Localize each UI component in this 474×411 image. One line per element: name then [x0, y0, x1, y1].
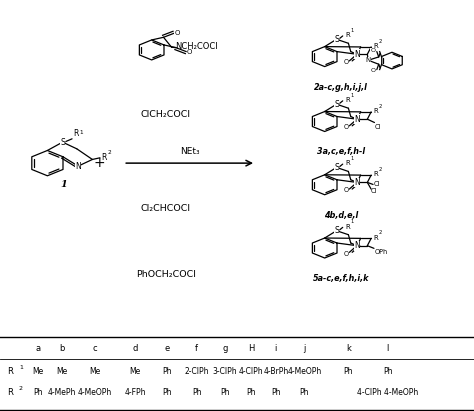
Text: PhOCH₂COCl: PhOCH₂COCl: [136, 270, 196, 279]
Text: R: R: [101, 153, 106, 162]
Text: R: R: [373, 108, 378, 114]
Text: S: S: [334, 35, 339, 44]
Text: 2: 2: [378, 39, 382, 44]
Text: Ph: Ph: [162, 388, 172, 397]
Text: S: S: [334, 226, 339, 235]
Text: Ph: Ph: [300, 388, 309, 397]
Text: Cl₂CHCOCl: Cl₂CHCOCl: [141, 203, 191, 212]
Text: l: l: [386, 344, 389, 353]
Text: 1: 1: [19, 365, 23, 370]
Text: S: S: [334, 100, 339, 109]
Text: 1: 1: [79, 131, 83, 136]
Text: g: g: [222, 344, 228, 353]
Text: 2-ClPh: 2-ClPh: [184, 367, 209, 376]
Text: Ph: Ph: [220, 388, 230, 397]
Text: d: d: [132, 344, 138, 353]
Text: Ph: Ph: [383, 367, 392, 376]
Text: R: R: [8, 367, 13, 376]
Text: a: a: [36, 344, 40, 353]
Text: Cl: Cl: [374, 181, 380, 187]
Text: Ph: Ph: [162, 367, 172, 376]
Text: S: S: [334, 163, 339, 172]
Text: Me: Me: [129, 367, 141, 376]
Text: 2: 2: [378, 104, 382, 109]
Text: N: N: [354, 241, 360, 250]
Text: Cl: Cl: [375, 124, 381, 130]
Text: 2: 2: [107, 150, 111, 155]
Text: NCH₂COCl: NCH₂COCl: [175, 42, 218, 51]
Text: 4-FPh: 4-FPh: [124, 388, 146, 397]
Text: 4-MePh: 4-MePh: [47, 388, 76, 397]
Text: R: R: [345, 97, 350, 103]
Text: 4-ClPh: 4-ClPh: [239, 367, 264, 376]
Text: 1: 1: [350, 156, 354, 161]
Text: R: R: [373, 171, 378, 178]
Text: R: R: [373, 235, 378, 241]
Text: R: R: [345, 160, 350, 166]
Text: c: c: [92, 344, 97, 353]
Text: N: N: [354, 50, 360, 59]
Text: Ph: Ph: [271, 388, 281, 397]
Text: 1: 1: [350, 93, 354, 98]
Text: S: S: [60, 138, 65, 147]
Text: 3-ClPh: 3-ClPh: [213, 367, 237, 376]
Text: +: +: [94, 156, 105, 170]
Text: O: O: [344, 124, 349, 130]
Text: 2: 2: [378, 231, 382, 236]
Text: Ph: Ph: [192, 388, 201, 397]
Text: O: O: [371, 48, 375, 53]
Text: 1: 1: [61, 180, 67, 189]
Text: O: O: [371, 68, 375, 73]
Text: ClCH₂COCl: ClCH₂COCl: [141, 111, 191, 119]
Text: 1: 1: [350, 219, 354, 224]
Text: H: H: [248, 344, 255, 353]
Text: R: R: [345, 224, 350, 230]
Text: 3a,c,e,f,h-l: 3a,c,e,f,h-l: [317, 148, 365, 157]
Text: N: N: [354, 178, 360, 187]
Text: j: j: [303, 344, 306, 353]
Text: k: k: [346, 344, 351, 353]
Text: Me: Me: [32, 367, 44, 376]
Text: 4-MeOPh: 4-MeOPh: [287, 367, 321, 376]
Text: N: N: [354, 115, 360, 124]
Text: 2: 2: [378, 167, 382, 172]
Text: 4-ClPh 4-MeOPh: 4-ClPh 4-MeOPh: [357, 388, 419, 397]
Text: 1: 1: [350, 28, 354, 33]
Text: O: O: [187, 48, 192, 55]
Text: O: O: [344, 251, 349, 257]
Text: O: O: [174, 30, 180, 36]
Text: 2a-c,g,h,i,j,l: 2a-c,g,h,i,j,l: [314, 83, 368, 92]
Text: Ph: Ph: [344, 367, 353, 376]
Text: R: R: [345, 32, 350, 38]
Text: OPh: OPh: [375, 249, 388, 255]
Text: NEt₃: NEt₃: [180, 147, 200, 156]
Text: Cl: Cl: [370, 188, 376, 194]
Text: N: N: [75, 162, 81, 171]
Text: Ph: Ph: [33, 388, 43, 397]
Text: b: b: [59, 344, 64, 353]
Text: Ph: Ph: [246, 388, 256, 397]
Text: O: O: [344, 59, 349, 65]
Text: 4-BrPh: 4-BrPh: [263, 367, 289, 376]
Text: 2: 2: [19, 386, 23, 391]
Text: N: N: [365, 57, 371, 63]
Text: Me: Me: [56, 367, 67, 376]
Text: 5a-c,e,f,h,i,k: 5a-c,e,f,h,i,k: [313, 274, 370, 283]
Text: R: R: [373, 43, 378, 49]
Text: f: f: [195, 344, 198, 353]
Text: i: i: [274, 344, 277, 353]
Text: R: R: [8, 388, 13, 397]
Text: 4b,d,e,l: 4b,d,e,l: [324, 211, 358, 220]
Text: e: e: [164, 344, 170, 353]
Text: O: O: [344, 187, 349, 194]
Text: 4-MeOPh: 4-MeOPh: [78, 388, 112, 397]
Text: R: R: [73, 129, 78, 138]
Text: Me: Me: [89, 367, 100, 376]
